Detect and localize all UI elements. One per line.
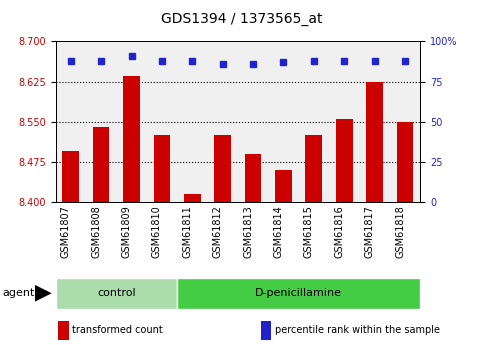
Bar: [214, 135, 231, 202]
Bar: [245, 154, 261, 202]
Text: GSM61812: GSM61812: [213, 205, 223, 258]
Bar: [93, 127, 110, 202]
Text: GSM61811: GSM61811: [182, 205, 192, 258]
Polygon shape: [35, 285, 52, 302]
Text: GSM61810: GSM61810: [152, 205, 162, 258]
Text: GSM61818: GSM61818: [395, 205, 405, 258]
Bar: [184, 194, 200, 202]
Text: GSM61808: GSM61808: [91, 205, 101, 258]
Text: percentile rank within the sample: percentile rank within the sample: [275, 325, 440, 335]
Bar: [123, 76, 140, 202]
Text: GSM61809: GSM61809: [122, 205, 131, 258]
Bar: [275, 170, 292, 202]
Text: D-penicillamine: D-penicillamine: [255, 288, 342, 298]
Text: GSM61817: GSM61817: [365, 205, 375, 258]
Text: control: control: [97, 288, 136, 298]
Text: GSM61807: GSM61807: [61, 205, 71, 258]
Bar: [336, 119, 353, 202]
Bar: [154, 135, 170, 202]
Text: GSM61816: GSM61816: [334, 205, 344, 258]
Text: GSM61813: GSM61813: [243, 205, 253, 258]
Text: GSM61815: GSM61815: [304, 205, 314, 258]
Bar: [397, 121, 413, 202]
Bar: [366, 81, 383, 202]
Bar: [305, 135, 322, 202]
Bar: [62, 151, 79, 202]
Text: GSM61814: GSM61814: [273, 205, 284, 258]
Text: transformed count: transformed count: [72, 325, 163, 335]
Text: GDS1394 / 1373565_at: GDS1394 / 1373565_at: [161, 12, 322, 26]
Text: agent: agent: [2, 288, 35, 298]
